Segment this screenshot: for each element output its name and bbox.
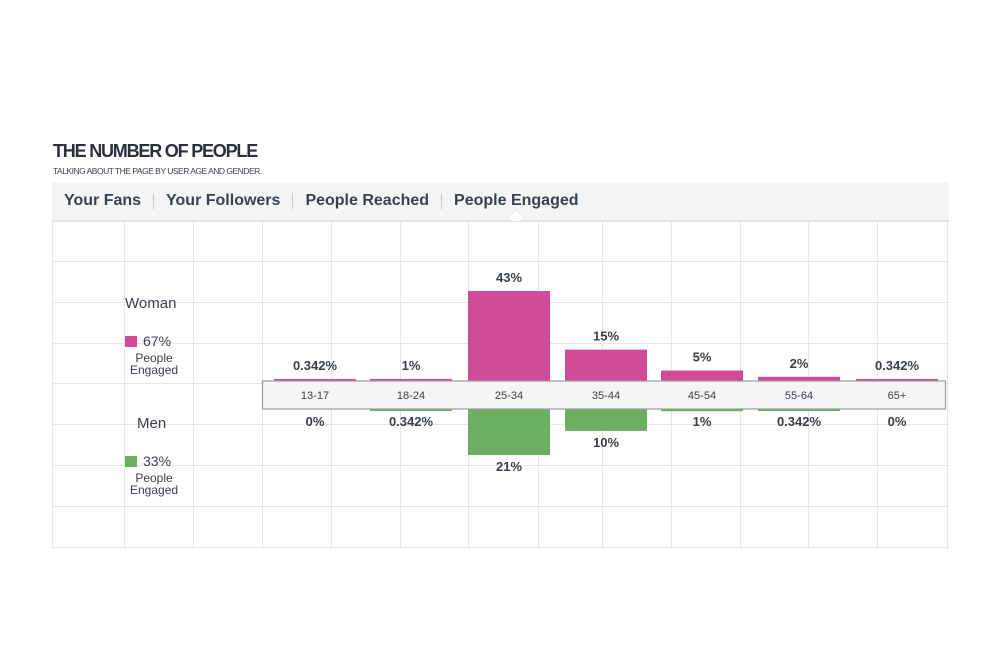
- men-legend-desc-line1: People: [135, 471, 173, 485]
- age-category-label: 65+: [888, 390, 907, 402]
- men-bar: [370, 409, 452, 411]
- age-gender-chart: 0.342% 1% 43% 15% 5% 2% 0.342% 0% 0.342% 21% 10% 1%…: [52, 221, 949, 549]
- woman-legend-pct: 67%: [125, 333, 171, 349]
- woman-data-label: 0.342%: [293, 358, 338, 373]
- page-title: THE NUMBER OF PEOPLE: [53, 141, 258, 161]
- age-category-label: 35-44: [592, 390, 620, 402]
- woman-bar: [758, 376, 840, 381]
- men-bar: [661, 409, 743, 412]
- tab-divider: [441, 193, 443, 209]
- tab-divider: [153, 193, 155, 209]
- woman-data-label: 2%: [790, 356, 809, 371]
- woman-bar: [274, 379, 356, 381]
- woman-legend-desc-line1: People: [135, 351, 173, 365]
- chart-canvas: 0.342% 1% 43% 15% 5% 2% 0.342% 0% 0.342% 21% 10% 1%…: [52, 221, 949, 549]
- woman-bar: [661, 370, 743, 381]
- men-legend-desc: People Engaged: [130, 472, 178, 496]
- woman-bar: [370, 378, 452, 381]
- age-category-label: 25-34: [495, 390, 523, 402]
- woman-data-label: 0.342%: [875, 358, 920, 373]
- woman-legend-desc-line2: Engaged: [130, 363, 179, 377]
- woman-legend-label: Woman: [125, 295, 177, 312]
- tab-divider: [292, 193, 294, 209]
- woman-bar: [565, 349, 647, 381]
- woman-legend-pct-value: 67%: [143, 333, 172, 349]
- tab-people-engaged-label: People Engaged: [454, 192, 579, 209]
- woman-data-label: 1%: [402, 358, 421, 373]
- men-data-label: 0%: [306, 414, 325, 429]
- men-bar: [468, 409, 550, 455]
- tab-people-reached[interactable]: People Reached: [305, 192, 430, 209]
- men-bar: [758, 409, 840, 411]
- men-data-label: 10%: [593, 435, 619, 450]
- men-data-label: 0%: [888, 414, 907, 429]
- men-bar: [565, 409, 647, 431]
- age-category-label: 55-64: [785, 390, 813, 402]
- men-legend-desc-line2: Engaged: [130, 483, 179, 497]
- woman-bar: [856, 379, 938, 381]
- men-data-label: 21%: [496, 459, 522, 474]
- tab-bar: Your Fans Your Followers People Reached …: [52, 182, 949, 225]
- tab-people-engaged[interactable]: People Engaged: [442, 192, 590, 225]
- men-legend-pct-value: 33%: [143, 453, 172, 469]
- age-category-label: 45-54: [688, 390, 716, 402]
- men-legend-swatch: [125, 455, 137, 467]
- men-legend-label: Men: [137, 415, 167, 432]
- tab-your-fans[interactable]: Your Fans: [64, 192, 142, 209]
- men-data-label: 0.342%: [389, 414, 434, 429]
- woman-legend-swatch: [125, 335, 137, 347]
- age-category-label: 13-17: [301, 390, 329, 402]
- men-data-label: 0.342%: [777, 414, 822, 429]
- woman-data-label: 5%: [693, 350, 712, 365]
- tab-your-followers[interactable]: Your Followers: [166, 192, 281, 209]
- men-data-label: 1%: [693, 414, 712, 429]
- woman-legend-desc: People Engaged: [130, 352, 178, 376]
- woman-bar: [468, 291, 550, 381]
- age-category-band: [261, 380, 947, 410]
- page-subtitle: TALKING ABOUT THE PAGE BY USER AGE AND G…: [53, 166, 262, 176]
- age-category-label: 18-24: [397, 390, 425, 402]
- woman-data-label: 43%: [496, 270, 522, 285]
- men-legend-pct: 33%: [125, 453, 171, 469]
- woman-data-label: 15%: [593, 329, 619, 344]
